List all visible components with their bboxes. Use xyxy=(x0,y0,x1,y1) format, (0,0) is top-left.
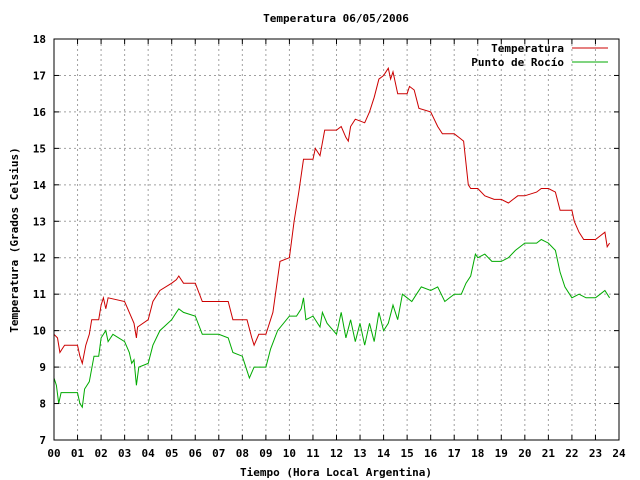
x-tick-label: 20 xyxy=(518,447,531,460)
legend-label-punto-de-rocio: Punto de Rocío xyxy=(471,56,564,69)
series-lines xyxy=(53,66,611,409)
y-tick-label: 15 xyxy=(33,142,46,155)
x-tick-label: 06 xyxy=(189,447,203,460)
axis-ticks xyxy=(53,38,620,441)
x-tick-label: 12 xyxy=(330,447,343,460)
x-tick-label: 04 xyxy=(142,447,156,460)
y-tick-label: 7 xyxy=(39,434,46,447)
x-tick-label: 03 xyxy=(118,447,131,460)
x-tick-label: 05 xyxy=(165,447,178,460)
y-tick-label: 18 xyxy=(33,33,46,46)
y-tick-label: 17 xyxy=(33,69,46,82)
chart-title: Temperatura 06/05/2006 xyxy=(263,12,409,25)
legend-label-temperatura: Temperatura xyxy=(491,42,564,55)
y-tick-label: 16 xyxy=(33,106,47,119)
x-tick-label: 10 xyxy=(283,447,296,460)
x-axis-label: Tiempo (Hora Local Argentina) xyxy=(240,466,432,479)
x-tick-label: 13 xyxy=(353,447,366,460)
x-tick-label: 21 xyxy=(542,447,556,460)
x-tick-label: 18 xyxy=(471,447,484,460)
y-tick-label: 11 xyxy=(33,288,47,301)
x-tick-label: 11 xyxy=(306,447,320,460)
x-tick-label: 22 xyxy=(565,447,578,460)
x-tick-label: 07 xyxy=(212,447,225,460)
y-tick-label: 9 xyxy=(39,361,46,374)
axis-tick-labels: 00 01 02 03 04 05 06 07 08 09 10 11 12 13 14 15 16 17 18 19… xyxy=(33,33,626,460)
series-line-1 xyxy=(53,238,611,409)
x-tick-label: 08 xyxy=(236,447,249,460)
y-tick-label: 13 xyxy=(33,215,46,228)
x-tick-label: 23 xyxy=(589,447,602,460)
series-line-0 xyxy=(53,66,611,366)
x-tick-label: 24 xyxy=(612,447,626,460)
x-tick-label: 16 xyxy=(424,447,438,460)
x-tick-label: 00 xyxy=(47,447,60,460)
x-tick-label: 14 xyxy=(377,447,391,460)
grid-lines xyxy=(54,39,619,440)
x-tick-label: 15 xyxy=(401,447,414,460)
y-axis-label: Temperatura (Grados Celsius) xyxy=(8,147,21,332)
x-tick-label: 19 xyxy=(495,447,508,460)
x-tick-label: 02 xyxy=(94,447,107,460)
y-tick-label: 12 xyxy=(33,252,46,265)
x-tick-label: 01 xyxy=(71,447,85,460)
y-tick-label: 10 xyxy=(33,325,46,338)
y-tick-label: 14 xyxy=(33,179,47,192)
y-tick-label: 8 xyxy=(39,398,46,411)
x-tick-label: 09 xyxy=(259,447,272,460)
x-tick-label: 17 xyxy=(448,447,461,460)
legend: Temperatura Punto de Rocío xyxy=(471,42,608,69)
